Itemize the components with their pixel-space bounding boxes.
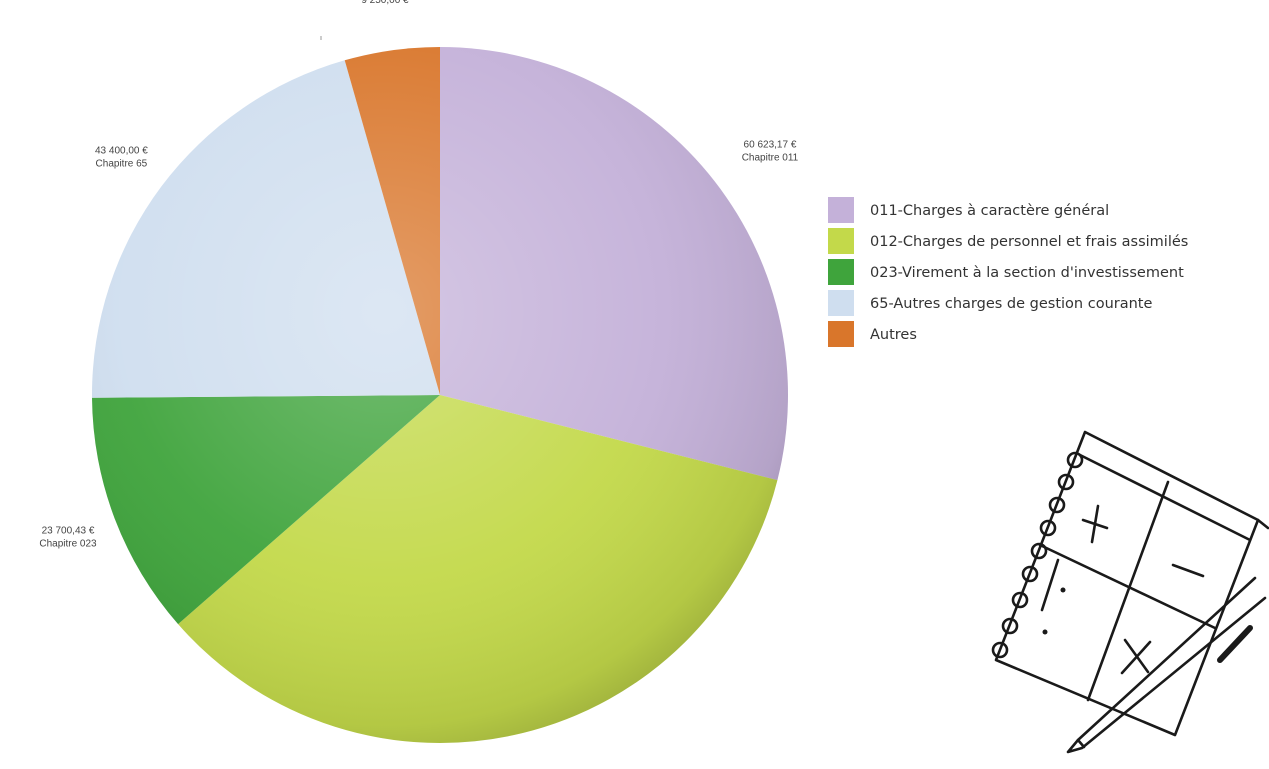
legend-swatch (828, 321, 854, 347)
legend-label: 011-Charges à caractère général (870, 203, 1109, 219)
slice-chapter-label: Chapitre 011 (742, 152, 799, 163)
legend-label: 023-Virement à la section d'investisseme… (870, 265, 1184, 281)
legend-swatch (828, 259, 854, 285)
legend-label: 012-Charges de personnel et frais assimi… (870, 234, 1188, 250)
slice-value-label: 9 250,00 € (361, 0, 409, 6)
legend-label: 65-Autres charges de gestion courante (870, 296, 1152, 312)
slice-value-label: 60 623,17 € (744, 139, 797, 150)
legend: 011-Charges à caractère général 012-Charg… (828, 197, 1188, 347)
pie-chart (91, 47, 789, 744)
slice-chapter-label: Chapitre 023 (39, 538, 97, 549)
legend-swatch (828, 228, 854, 254)
slice-value-label: 23 700,43 € (42, 525, 95, 536)
legend-label: Autres (870, 327, 917, 343)
calculator-notepad-icon (991, 430, 1269, 754)
pie-shine (92, 47, 788, 743)
legend-swatch (828, 197, 854, 223)
slice-chapter-label: Chapitre 65 (96, 158, 148, 169)
slice-value-label: 43 400,00 € (95, 145, 148, 156)
legend-swatch (828, 290, 854, 316)
slice-labels: 60 623,17 €Chapitre 01172 550,00 €Chapit… (39, 0, 799, 549)
